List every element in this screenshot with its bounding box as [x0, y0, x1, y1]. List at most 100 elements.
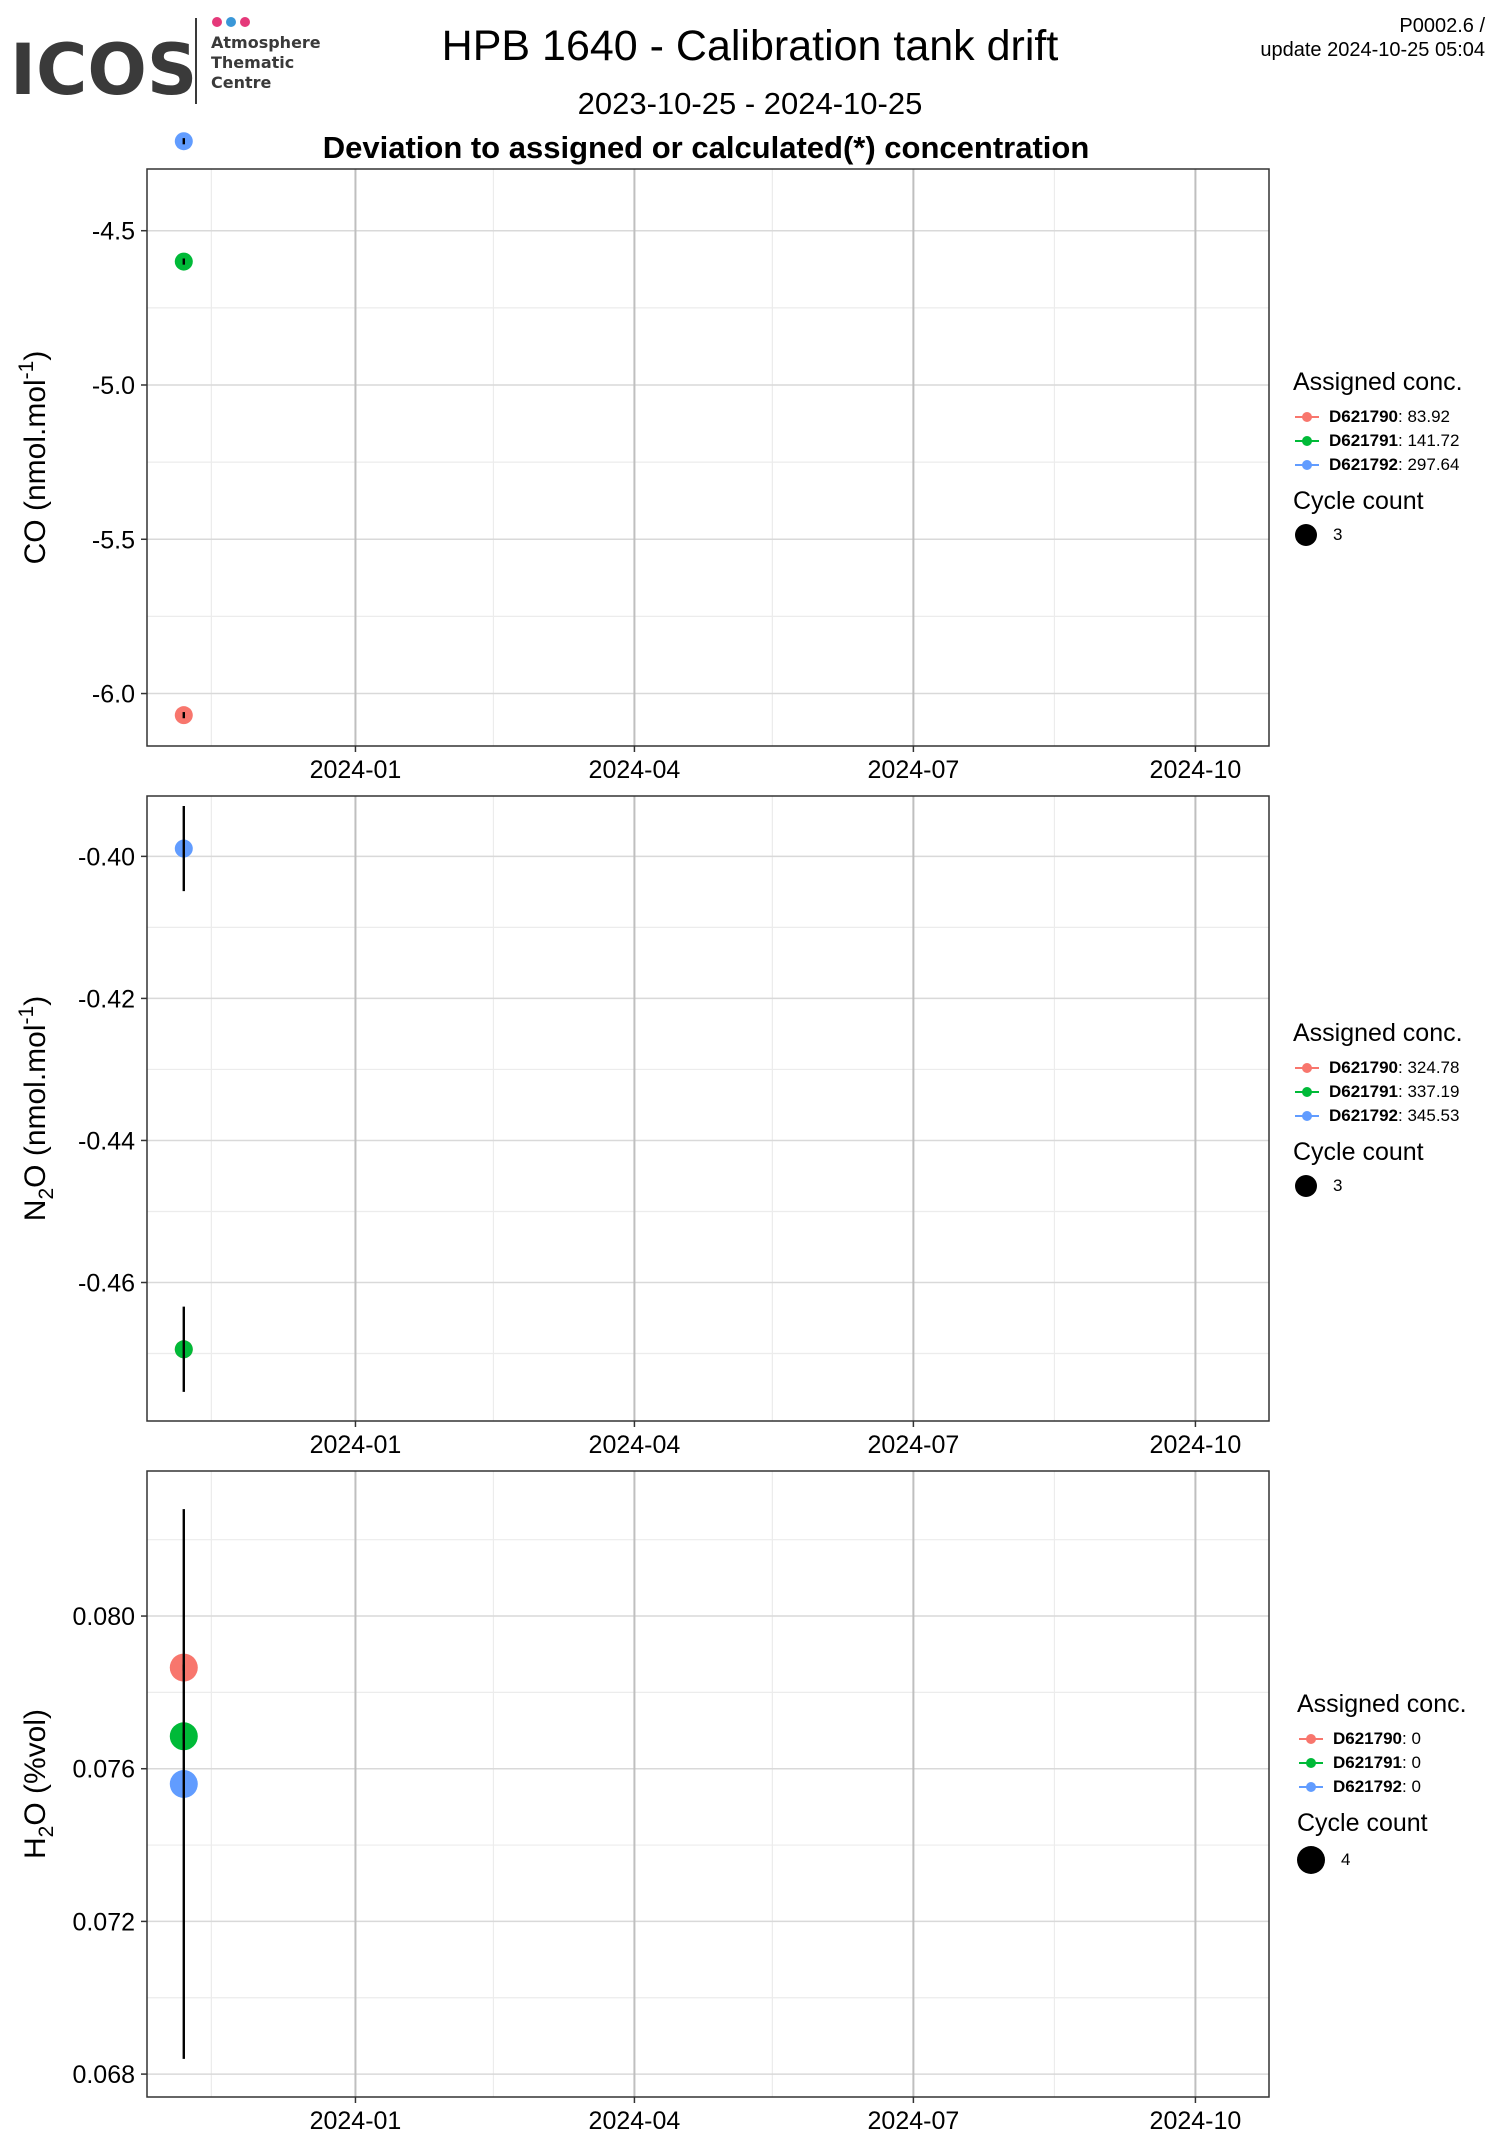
y-axis-label: CO (nmol.mol-1): [15, 351, 52, 565]
x-tick-label: 2024-04: [589, 2107, 681, 2135]
legend-key: [1293, 1060, 1321, 1076]
x-tick-label: 2024-01: [310, 756, 402, 784]
y-tick-label: 0.076: [72, 1756, 135, 1784]
logo-wordmark: ICOS: [10, 29, 197, 109]
y-tick-label: -5.5: [92, 526, 135, 554]
legend-id: D621791: [1333, 1753, 1403, 1772]
legend-entry: D621791: 141.72: [1293, 429, 1463, 453]
cycle-count-entry: 4: [1297, 1846, 1467, 1874]
legend-id: D621792: [1329, 1106, 1399, 1125]
cycle-count-value: 4: [1341, 1850, 1351, 1869]
cycle-count-title: Cycle count: [1293, 487, 1424, 515]
legend-id: D621791: [1329, 1082, 1399, 1101]
cycle-count-title: Cycle count: [1293, 1138, 1424, 1166]
y-tick-label: 0.072: [72, 1908, 135, 1936]
x-tick-label: 2024-04: [589, 1431, 681, 1459]
legend-entry: D621792: 345.53: [1293, 1104, 1463, 1128]
plot-panel: 0.080 0.076 0.072 0.068 2024-01 2024-04 2024-0…: [19, 1470, 1270, 2135]
cycle-dot-icon: [1295, 524, 1317, 546]
y-tick-label: -5.0: [92, 372, 135, 400]
logo-dot: [240, 17, 250, 27]
logo-line-1: Atmosphere: [211, 33, 321, 52]
plot-background: [147, 169, 1269, 746]
x-tick-label: 2024-07: [868, 756, 960, 784]
legend-key: [1293, 1108, 1321, 1124]
legend-entry: D621790: 83.92: [1293, 405, 1463, 429]
logo-dot: [212, 17, 222, 27]
cycle-count-entry: 3: [1293, 524, 1463, 546]
y-tick-label: -4.5: [92, 218, 135, 246]
chart-subtitle: Deviation to assigned or calculated(*) c…: [322, 130, 1090, 165]
icos-logo: ICOS Atmosphere Thematic Centre: [10, 17, 321, 109]
panel-border: [146, 1470, 1270, 2098]
legend-h2o: Assigned conc. D621790: 0 D621791: 0 D62…: [1297, 1690, 1467, 1874]
legend-id: D621792: [1333, 1777, 1403, 1796]
legend-value: : 141.72: [1398, 431, 1460, 450]
version-info: P0002.6 / update 2024-10-25 05:04: [1260, 14, 1485, 62]
legend-title: Assigned conc.: [1297, 1690, 1467, 1718]
y-tick-label: -0.46: [78, 1270, 135, 1298]
panel-border: [146, 168, 1270, 747]
plot-panel: -4.5 -5.0 -5.5 -6.0 2024-01 2024-04 2024-07 202…: [15, 132, 1270, 784]
legend-title: Assigned conc.: [1293, 1019, 1463, 1047]
legend-value: : 345.53: [1398, 1106, 1460, 1125]
legend-value: : 0: [1402, 1777, 1421, 1796]
cycle-count-title: Cycle count: [1297, 1809, 1428, 1837]
legend-value: : 83.92: [1398, 407, 1451, 426]
legend-id: D621790: [1329, 1058, 1399, 1077]
legend-n2o: Assigned conc. D621790: 324.78 D621791: …: [1293, 1019, 1463, 1197]
legend-id: D621790: [1329, 407, 1399, 426]
logo-line-2: Thematic: [211, 53, 294, 72]
cycle-dot-icon: [1297, 1846, 1325, 1874]
date-range: 2023-10-25 - 2024-10-25: [577, 86, 923, 121]
cycle-count-entry: 3: [1293, 1175, 1463, 1197]
legend-entry: D621792: 297.64: [1293, 453, 1463, 477]
legend-key: [1297, 1755, 1325, 1771]
legend-entry: D621792: 0: [1297, 1775, 1467, 1799]
legend-value: : 324.78: [1398, 1058, 1460, 1077]
cycle-count-value: 3: [1333, 1176, 1343, 1195]
x-tick-label: 2024-10: [1150, 756, 1242, 784]
legend-key: [1297, 1779, 1325, 1795]
legend-value: : 0: [1402, 1753, 1421, 1772]
x-tick-label: 2024-07: [868, 2107, 960, 2135]
legend-value: : 337.19: [1398, 1082, 1460, 1101]
x-tick-label: 2024-01: [310, 1431, 402, 1459]
logo-dot: [226, 17, 236, 27]
version-label: P0002.6 /: [1399, 15, 1485, 37]
legend-key: [1297, 1731, 1325, 1747]
x-tick-label: 2024-07: [868, 1431, 960, 1459]
legend-key: [1293, 409, 1321, 425]
legend-id: D621792: [1329, 455, 1399, 474]
legend-title: Assigned conc.: [1293, 368, 1463, 396]
legend-entry: D621790: 324.78: [1293, 1056, 1463, 1080]
update-timestamp: update 2024-10-25 05:04: [1260, 39, 1485, 61]
y-tick-label: 0.080: [72, 1603, 135, 1631]
legend-id: D621790: [1333, 1729, 1403, 1748]
legend-entry: D621791: 0: [1297, 1751, 1467, 1775]
y-axis-label: N2O (nmol.mol-1): [15, 996, 58, 1221]
y-tick-label: -6.0: [92, 681, 135, 709]
panel-border: [146, 795, 1270, 1422]
y-tick-label: -0.42: [78, 985, 135, 1013]
y-tick-label: -0.40: [78, 843, 135, 871]
legend-key: [1293, 1084, 1321, 1100]
legend-value: : 0: [1402, 1729, 1421, 1748]
cycle-count-value: 3: [1333, 525, 1343, 544]
y-axis-label: H2O (%vol): [19, 1709, 58, 1859]
legend-value: : 297.64: [1398, 455, 1460, 474]
plot-background: [147, 796, 1269, 1421]
x-tick-label: 2024-10: [1150, 2107, 1242, 2135]
legend-id: D621791: [1329, 431, 1399, 450]
cycle-dot-icon: [1295, 1175, 1317, 1197]
plot-background: [147, 1471, 1269, 2097]
y-tick-label: -0.44: [78, 1127, 135, 1155]
chart-title: HPB 1640 - Calibration tank drift: [441, 22, 1059, 70]
legend-key: [1293, 457, 1321, 473]
logo-line-3: Centre: [211, 73, 272, 92]
legend-key: [1293, 433, 1321, 449]
x-tick-label: 2024-10: [1150, 1431, 1242, 1459]
x-tick-label: 2024-01: [310, 2107, 402, 2135]
x-tick-label: 2024-04: [589, 756, 681, 784]
